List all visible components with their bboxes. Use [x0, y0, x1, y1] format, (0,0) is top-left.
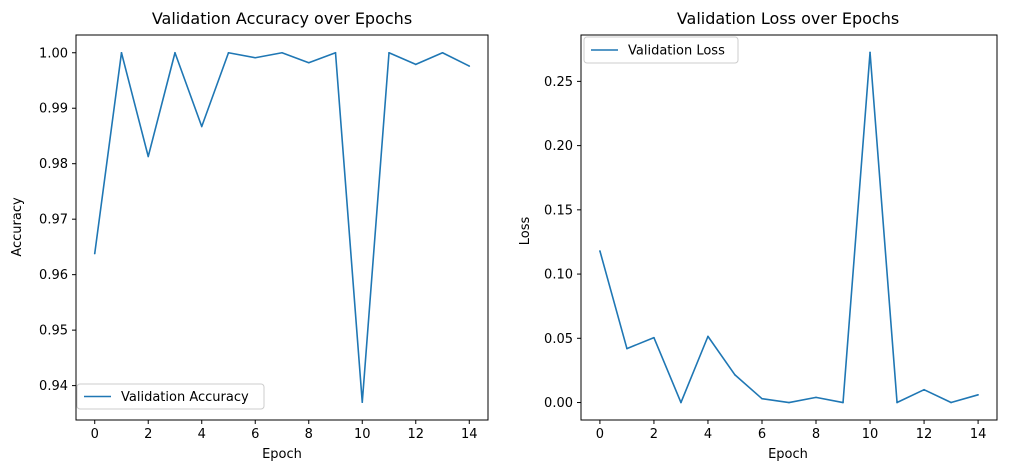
data-point — [468, 65, 471, 67]
legend: Validation Loss — [583, 36, 739, 64]
y-tick-label: 0.98 — [39, 157, 68, 172]
data-point — [842, 401, 844, 404]
data-point — [281, 51, 283, 54]
y-tick-label: 0.15 — [544, 203, 573, 218]
data-point — [599, 250, 601, 252]
legend: Validation Accuracy — [76, 383, 265, 410]
x-tick-label: 12 — [407, 427, 424, 442]
data-point — [680, 401, 682, 404]
plot-area — [93, 51, 471, 404]
ticks: 0 2 4 6 8 10 12 14 0.94 0.95 0.96 0.97 0.98 0.99 1.00 — [39, 46, 477, 442]
y-tick-label: 0.97 — [39, 213, 68, 228]
x-tick-label: 10 — [354, 427, 371, 442]
x-tick-label: 4 — [704, 427, 712, 442]
chart-title: Validation Loss over Epochs — [677, 9, 899, 28]
loss-chart: Validation Loss over Epochs Epoch Loss 0… — [518, 9, 998, 462]
data-point — [93, 252, 96, 255]
data-point — [977, 394, 979, 396]
y-tick-label: 0.00 — [544, 396, 573, 411]
chart-title: Validation Accuracy over Epochs — [152, 9, 412, 28]
series-line — [93, 51, 470, 404]
axes-frame — [580, 34, 998, 421]
legend-label: Validation Loss — [628, 44, 725, 59]
x-tick-label: 2 — [144, 427, 152, 442]
ticks: 0 2 4 6 8 10 12 14 0.00 0.05 0.10 0.15 0.20 0.25 — [544, 75, 986, 442]
y-tick-label: 0.96 — [39, 268, 68, 283]
y-tick-label: 0.95 — [39, 324, 68, 339]
x-tick-label: 12 — [916, 427, 933, 442]
x-tick-label: 8 — [305, 427, 313, 442]
y-tick-label: 0.05 — [544, 332, 573, 347]
x-tick-label: 6 — [251, 427, 259, 442]
data-point — [869, 51, 871, 54]
data-point — [761, 397, 763, 400]
x-tick-label: 10 — [862, 427, 879, 442]
y-tick-label: 0.20 — [544, 139, 573, 154]
data-point — [174, 51, 176, 54]
y-tick-label: 1.00 — [39, 46, 68, 61]
y-axis-label: Accuracy — [10, 197, 25, 257]
data-point — [147, 155, 150, 158]
accuracy-chart: Validation Accuracy over Epochs Epoch Ac… — [10, 9, 489, 462]
data-point — [653, 336, 655, 339]
x-tick-label: 14 — [461, 427, 478, 442]
x-tick-label: 14 — [970, 427, 987, 442]
data-point — [441, 51, 444, 54]
y-axis-label: Loss — [518, 217, 533, 246]
x-tick-label: 8 — [812, 427, 820, 442]
axes-frame — [75, 34, 489, 421]
y-tick-label: 0.10 — [544, 268, 573, 283]
data-point — [227, 51, 230, 54]
data-point — [923, 388, 925, 391]
series-line — [599, 51, 979, 404]
data-point — [414, 63, 417, 66]
data-point — [896, 401, 898, 404]
data-point — [361, 401, 364, 404]
data-point — [734, 374, 736, 376]
y-tick-label: 0.99 — [39, 102, 68, 117]
data-point — [334, 51, 337, 54]
data-point — [815, 396, 817, 399]
plot-area — [599, 51, 979, 404]
data-point — [707, 335, 709, 338]
x-tick-label: 6 — [758, 427, 766, 442]
data-point — [388, 51, 390, 54]
x-tick-label: 4 — [198, 427, 206, 442]
data-point — [307, 61, 310, 64]
legend-box — [583, 36, 739, 64]
data-point — [626, 347, 628, 350]
y-tick-label: 0.94 — [39, 379, 68, 394]
y-tick-label: 0.25 — [544, 75, 573, 90]
data-point — [120, 51, 123, 54]
data-point — [200, 125, 203, 128]
legend-box — [76, 383, 265, 410]
x-tick-label: 0 — [91, 427, 99, 442]
data-point — [788, 401, 790, 404]
legend-label: Validation Accuracy — [121, 390, 249, 405]
data-point — [950, 401, 952, 404]
x-tick-label: 2 — [650, 427, 658, 442]
x-axis-label: Epoch — [262, 447, 302, 462]
data-point — [254, 56, 257, 59]
x-tick-label: 0 — [596, 427, 604, 442]
x-axis-label: Epoch — [768, 447, 808, 462]
